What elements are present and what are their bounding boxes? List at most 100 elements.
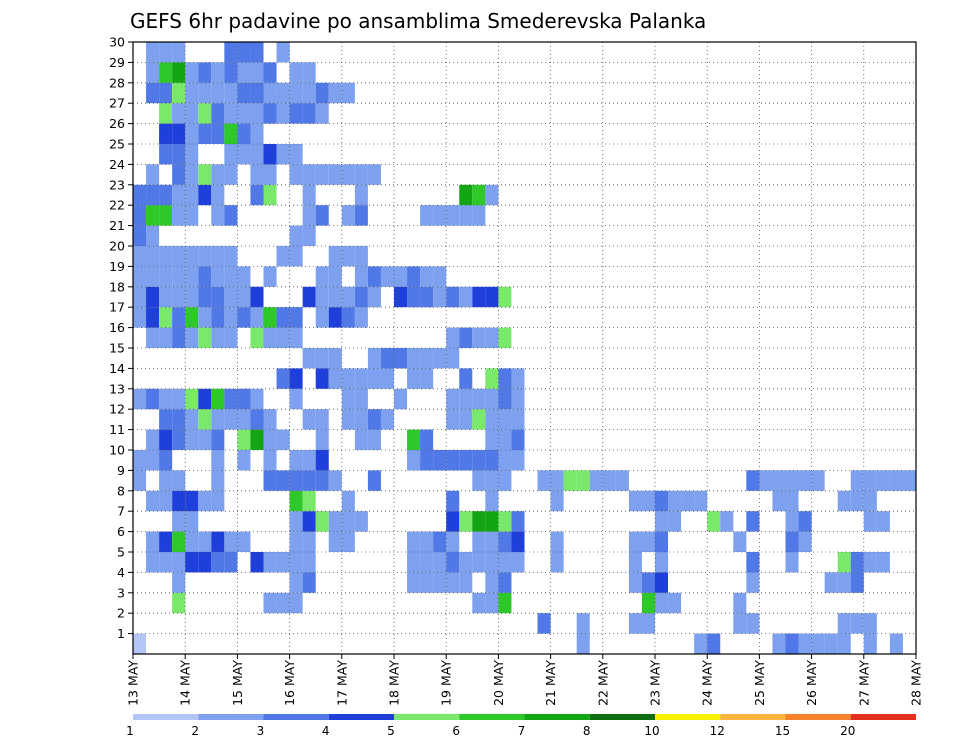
- cell: [146, 164, 160, 185]
- cell: [655, 511, 669, 532]
- cell: [511, 409, 525, 430]
- cell: [472, 470, 486, 491]
- colorbar-label: 7: [518, 724, 526, 738]
- cell: [211, 307, 225, 328]
- cell: [250, 184, 264, 206]
- colorbar-swatch: [589, 714, 655, 720]
- cell: [263, 327, 277, 348]
- x-tick-label: 26 MAY: [804, 660, 819, 706]
- y-tick-label: 5: [117, 545, 125, 560]
- cell: [276, 42, 290, 63]
- cell: [263, 82, 277, 104]
- cell: [224, 388, 238, 410]
- y-tick-label: 21: [109, 218, 125, 233]
- cell: [211, 246, 225, 267]
- cell: [211, 62, 225, 83]
- colorbar-swatch: [850, 714, 916, 720]
- colorbar-swatch: [133, 714, 199, 720]
- cell: [341, 368, 355, 389]
- cell: [263, 62, 277, 83]
- cell: [485, 531, 499, 552]
- cell: [237, 307, 251, 328]
- cell: [433, 348, 447, 369]
- cell: [772, 470, 786, 491]
- cell: [733, 613, 747, 634]
- cell: [498, 327, 512, 348]
- cell: [863, 470, 877, 491]
- cell: [276, 246, 290, 267]
- cell: [159, 62, 173, 83]
- cell: [354, 246, 368, 267]
- cell: [302, 286, 316, 308]
- cell: [185, 164, 199, 185]
- cell: [185, 82, 199, 104]
- cell: [341, 511, 355, 532]
- cell: [498, 368, 512, 389]
- cell: [498, 409, 512, 430]
- cell: [172, 266, 186, 287]
- cell: [328, 511, 342, 532]
- cell: [550, 552, 564, 573]
- cell: [420, 205, 434, 226]
- ensemble-cells: [133, 42, 916, 654]
- cell: [237, 450, 251, 471]
- cell: [407, 450, 421, 471]
- cell: [354, 184, 368, 206]
- cell: [446, 327, 460, 348]
- cell: [133, 450, 147, 471]
- cell: [289, 103, 303, 124]
- cell: [746, 511, 760, 532]
- cell: [198, 266, 212, 287]
- cell: [837, 572, 851, 593]
- colorbar-swatch: [263, 714, 329, 720]
- cell: [863, 490, 877, 512]
- cell: [433, 205, 447, 226]
- cell: [250, 103, 264, 124]
- cell: [733, 531, 747, 552]
- y-tick-label: 9: [117, 463, 125, 478]
- cell: [459, 409, 473, 430]
- cell: [211, 286, 225, 308]
- cell: [668, 511, 682, 532]
- cell: [628, 531, 642, 552]
- cell: [146, 531, 160, 552]
- cell: [172, 184, 186, 206]
- y-tick-label: 24: [109, 157, 125, 172]
- cell: [211, 103, 225, 124]
- colorbar-label: 10: [644, 724, 659, 738]
- cell: [250, 552, 264, 573]
- cell: [146, 307, 160, 328]
- y-tick-label: 26: [109, 116, 125, 131]
- cell: [681, 490, 695, 512]
- cell: [472, 388, 486, 410]
- cell: [550, 531, 564, 552]
- cell: [276, 552, 290, 573]
- y-tick-label: 16: [109, 320, 125, 335]
- cell: [289, 307, 303, 328]
- cell: [289, 470, 303, 491]
- cell: [720, 511, 734, 532]
- x-axis: 13 MAY 14 MAY 15 MAY 16 MAY 17 MAY 18 MAY 19 M…: [126, 654, 924, 706]
- cell: [133, 246, 147, 267]
- cell: [146, 429, 160, 450]
- cell: [628, 613, 642, 634]
- cell: [172, 592, 186, 614]
- cell: [198, 184, 212, 206]
- x-tick-label: 18 MAY: [387, 660, 402, 706]
- cell: [159, 327, 173, 348]
- colorbar-label: 20: [840, 724, 855, 738]
- cell: [185, 307, 199, 328]
- cell: [498, 511, 512, 532]
- cell: [367, 286, 381, 308]
- colorbar-swatch: [328, 714, 394, 720]
- cell: [628, 490, 642, 512]
- cell: [407, 552, 421, 573]
- cell: [550, 470, 564, 491]
- cell: [485, 429, 499, 450]
- cell: [341, 531, 355, 552]
- cell: [185, 103, 199, 124]
- cell: [276, 103, 290, 124]
- cell: [328, 82, 342, 104]
- cell: [237, 82, 251, 104]
- cell: [341, 388, 355, 410]
